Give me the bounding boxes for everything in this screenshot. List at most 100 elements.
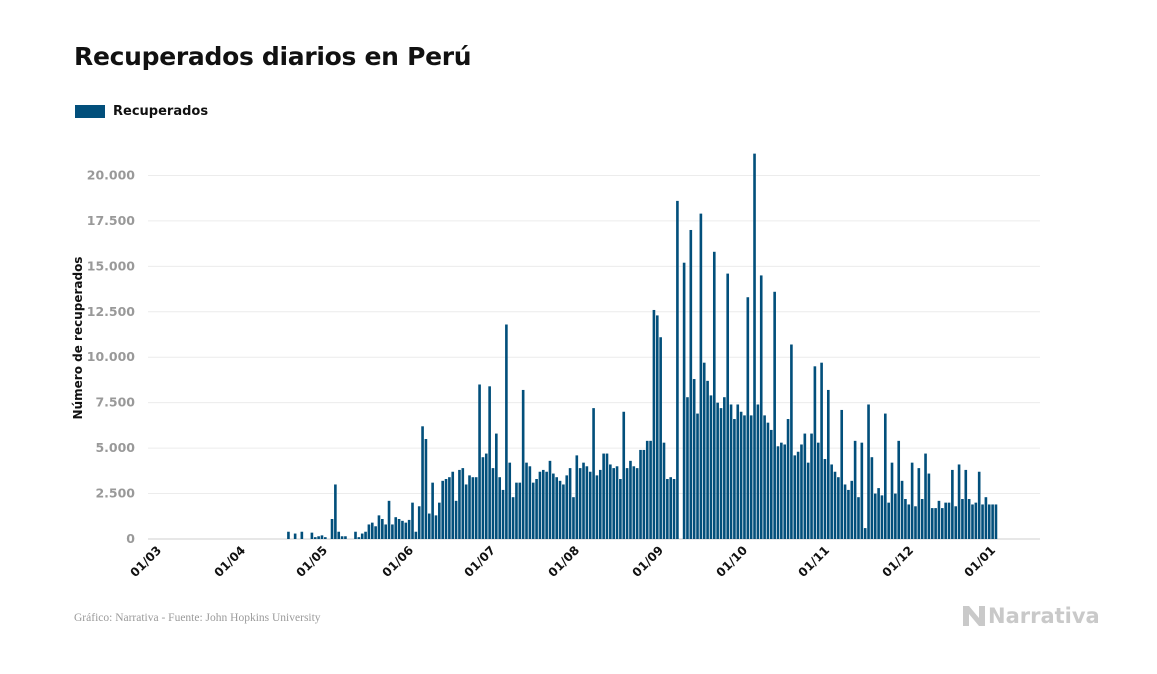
bar bbox=[712, 251, 716, 540]
bar bbox=[981, 504, 984, 539]
bar bbox=[635, 468, 639, 539]
bar bbox=[907, 504, 911, 539]
bar bbox=[820, 362, 823, 539]
bar bbox=[582, 462, 585, 539]
bar bbox=[468, 475, 471, 539]
bar bbox=[344, 536, 347, 539]
bar bbox=[927, 473, 931, 539]
bar bbox=[880, 495, 884, 539]
bar bbox=[857, 497, 860, 539]
bar bbox=[394, 517, 398, 539]
bar bbox=[793, 455, 797, 539]
bar bbox=[806, 462, 810, 539]
bar bbox=[810, 433, 813, 539]
bar bbox=[826, 389, 830, 539]
x-tick-label: 01/12 bbox=[880, 543, 917, 580]
bar bbox=[977, 471, 981, 539]
bar bbox=[531, 482, 535, 539]
x-tick-label: 01/04 bbox=[212, 543, 249, 580]
bar bbox=[686, 397, 689, 539]
bar bbox=[756, 404, 760, 539]
bar bbox=[508, 462, 512, 539]
bar bbox=[498, 477, 501, 539]
bar bbox=[501, 489, 505, 539]
bar bbox=[796, 451, 800, 539]
bar bbox=[518, 482, 522, 539]
bar bbox=[860, 442, 864, 539]
bar bbox=[488, 386, 491, 539]
bar bbox=[766, 422, 770, 539]
bar bbox=[434, 515, 438, 539]
bar bbox=[743, 415, 746, 539]
bar bbox=[967, 499, 971, 539]
bar bbox=[337, 531, 341, 539]
bar bbox=[300, 531, 304, 539]
bar bbox=[783, 444, 787, 539]
bar bbox=[823, 459, 827, 539]
bar bbox=[528, 466, 532, 539]
bar bbox=[837, 477, 840, 539]
x-tick-label: 01/11 bbox=[796, 543, 833, 580]
bar bbox=[894, 493, 897, 539]
bar bbox=[914, 506, 917, 539]
bar bbox=[605, 453, 609, 539]
y-axis-ticks: 0 2.500 5.000 7.500 10.000 12.500 15.000 17.500… bbox=[87, 167, 136, 546]
bar bbox=[964, 469, 968, 539]
bar bbox=[615, 466, 619, 539]
bar bbox=[971, 504, 974, 539]
bars bbox=[287, 153, 998, 540]
bar bbox=[384, 524, 387, 539]
bar bbox=[598, 469, 602, 539]
x-tick-label: 01/05 bbox=[294, 543, 331, 580]
bar bbox=[521, 389, 525, 539]
bar bbox=[790, 344, 793, 539]
x-tick-label: 01/06 bbox=[380, 543, 417, 580]
bar bbox=[411, 502, 414, 539]
bar bbox=[702, 362, 706, 539]
bar bbox=[780, 442, 783, 539]
bar bbox=[565, 475, 569, 539]
bar bbox=[759, 275, 763, 539]
bar bbox=[991, 504, 994, 539]
bar bbox=[672, 479, 676, 539]
bar bbox=[562, 484, 565, 539]
bar bbox=[632, 466, 636, 539]
bar bbox=[729, 404, 733, 539]
bar bbox=[360, 533, 364, 539]
bar bbox=[716, 402, 719, 539]
bar bbox=[934, 508, 937, 539]
bar bbox=[575, 455, 579, 539]
bar bbox=[424, 439, 428, 539]
bar bbox=[602, 453, 605, 539]
bar bbox=[578, 468, 582, 539]
bar bbox=[484, 453, 488, 539]
bar bbox=[746, 297, 750, 539]
bar bbox=[877, 488, 880, 539]
bar bbox=[357, 537, 361, 539]
bar bbox=[491, 468, 495, 539]
bar bbox=[974, 502, 978, 539]
bar bbox=[324, 537, 327, 539]
bar bbox=[954, 506, 958, 539]
bar bbox=[645, 440, 649, 539]
source-footer: Gráfico: Narrativa - Fuente: John Hopkin… bbox=[74, 612, 321, 624]
bar bbox=[381, 519, 384, 539]
y-tick-label: 12.500 bbox=[87, 304, 136, 319]
bar bbox=[585, 466, 589, 539]
bar bbox=[984, 497, 988, 539]
bar bbox=[330, 519, 334, 539]
legend-swatch bbox=[75, 105, 105, 118]
bar bbox=[313, 537, 317, 539]
bar bbox=[887, 502, 890, 539]
bar bbox=[317, 536, 320, 539]
bar bbox=[900, 480, 904, 539]
x-tick-label: 01/10 bbox=[714, 543, 751, 580]
bar bbox=[391, 524, 394, 539]
bar bbox=[753, 153, 756, 539]
bar bbox=[659, 337, 662, 539]
bar bbox=[847, 489, 850, 539]
bar bbox=[897, 440, 901, 539]
bar bbox=[800, 444, 803, 539]
bar bbox=[454, 500, 458, 539]
narrativa-logo[interactable]: Narrativa bbox=[963, 604, 1100, 628]
